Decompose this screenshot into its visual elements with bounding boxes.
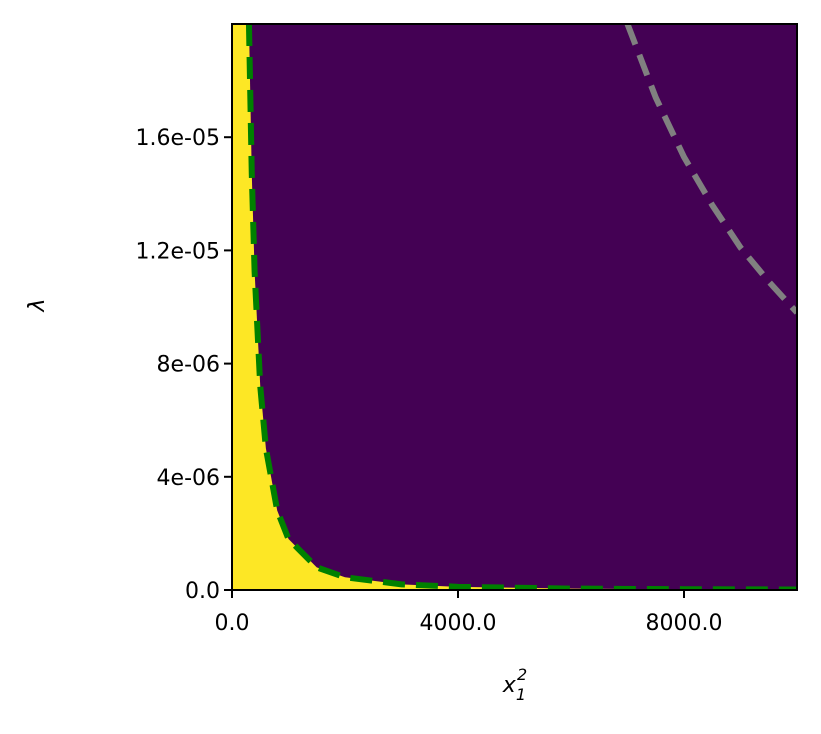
boundary-curve: [245, 24, 797, 590]
y-axis-label: λ: [25, 298, 50, 312]
region-infeasible: [248, 24, 797, 590]
x-label-sup: 2: [517, 665, 527, 684]
x-axis-label: x12: [502, 665, 527, 704]
y-tick-label: 0.0: [185, 579, 220, 604]
x-label-sub: 1: [516, 685, 526, 704]
boundary-curve: [624, 24, 797, 315]
x-label-base: x: [502, 673, 517, 698]
x-tick-label: 8000.0: [646, 611, 723, 636]
x-tick-label: 0.0: [215, 611, 250, 636]
y-tick-label: 1.2e-05: [136, 239, 220, 264]
plot-frame: [231, 23, 798, 591]
y-tick-label: 1.6e-05: [136, 126, 220, 151]
plot-area: [232, 24, 797, 590]
axes: 0.0 4000.0 8000.0 0.0 4e-06 8e-06 1.2e-05 1.6e-…: [136, 23, 798, 636]
x-tick-label: 4000.0: [420, 611, 497, 636]
y-tick-label: 4e-06: [157, 466, 220, 491]
y-tick-label: 8e-06: [157, 353, 220, 378]
